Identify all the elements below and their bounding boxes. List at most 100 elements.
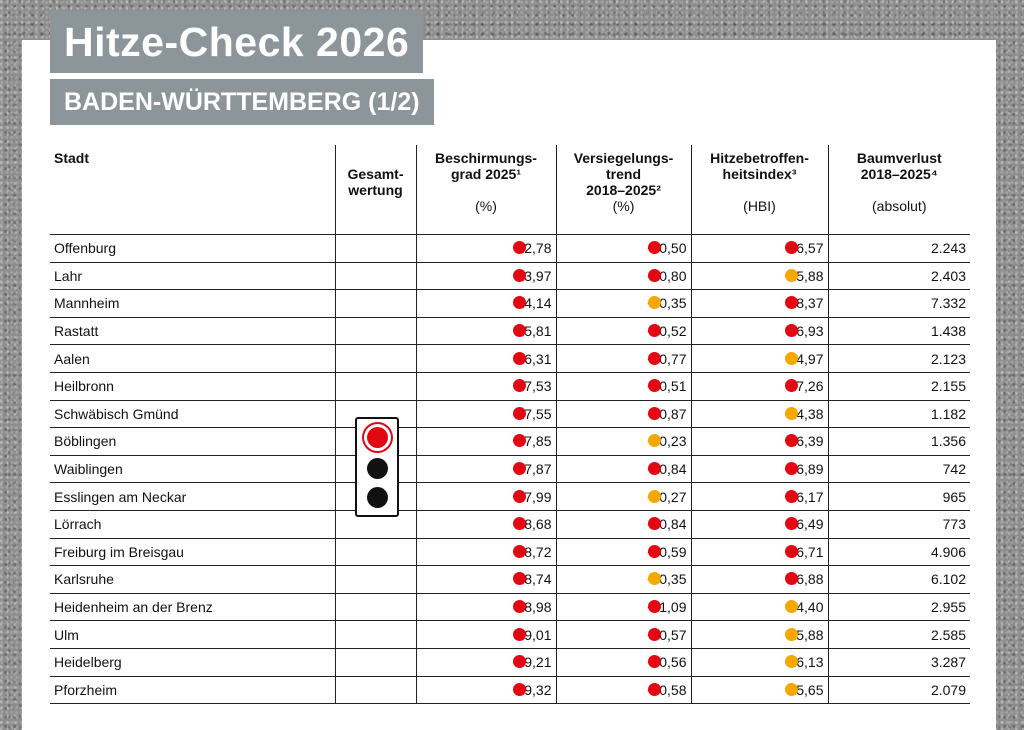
baumverlust-cell-value: 1.438 xyxy=(930,323,966,340)
baumverlust-cell-value: 2.403 xyxy=(930,267,966,284)
beschirmungsgrad-cell: 17,55 xyxy=(415,400,556,429)
gesamtwertung-cell xyxy=(334,538,416,567)
hbi-cell: 14,40 xyxy=(690,593,828,622)
rating-dot-icon xyxy=(647,324,661,338)
header-versiegelungstrend: Versiegelungs- trend 2018–2025² (%) xyxy=(555,145,691,235)
baumverlust-cell-value: 1.356 xyxy=(930,433,966,450)
traffic-light-red-icon xyxy=(367,427,388,448)
rating-dot-icon xyxy=(784,379,798,393)
city-name: Schwäbisch Gmünd xyxy=(50,400,335,429)
baumverlust-cell: 773 xyxy=(827,510,970,539)
gesamtwertung-cell xyxy=(334,620,416,649)
rating-dot-icon xyxy=(647,627,661,641)
versiegelungstrend-cell: + 0,35 xyxy=(555,565,691,594)
page-subtitle: BADEN-WÜRTTEMBERG (1/2) xyxy=(50,79,434,125)
header-gesamtwertung-label: Gesamt- wertung xyxy=(347,166,404,198)
versiegelungstrend-cell: + 0,87 xyxy=(555,400,691,429)
city-name: Heidenheim an der Brenz xyxy=(50,593,335,622)
rating-dot-icon xyxy=(512,655,526,669)
rating-dot-icon xyxy=(647,600,661,614)
header-hitzebetroffenheitsindex-label: Hitzebetroffen- heitsindex³ xyxy=(710,150,809,182)
header-stadt: Stadt xyxy=(50,145,335,235)
baumverlust-cell: 3.287 xyxy=(827,648,970,677)
versiegelungstrend-cell: + 0,35 xyxy=(555,289,691,318)
city-name-value: Pforzheim xyxy=(54,681,118,698)
gesamtwertung-cell xyxy=(334,676,416,705)
baumverlust-cell: 4.906 xyxy=(827,538,970,567)
hbi-cell: 16,88 xyxy=(690,565,828,594)
header-beschirmungsgrad-label: Beschirmungs- grad 2025¹ xyxy=(435,150,537,182)
hbi-cell: 16,49 xyxy=(690,510,828,539)
hbi-cell: 16,39 xyxy=(690,427,828,456)
city-name: Lahr xyxy=(50,262,335,291)
header-baumverlust: Baumverlust 2018–2025⁴ (absolut) xyxy=(827,145,970,235)
baumverlust-cell-value: 2.155 xyxy=(930,378,966,395)
gesamtwertung-cell xyxy=(334,648,416,677)
rating-dot-icon xyxy=(512,268,526,282)
beschirmungsgrad-cell: 17,85 xyxy=(415,427,556,456)
header-baumverlust-label: Baumverlust 2018–2025⁴ xyxy=(856,150,942,182)
city-name: Ulm xyxy=(50,620,335,649)
city-name: Karlsruhe xyxy=(50,565,335,594)
rating-dot-icon xyxy=(784,517,798,531)
versiegelungstrend-cell: + 0,58 xyxy=(555,676,691,705)
rating-dot-icon xyxy=(784,406,798,420)
beschirmungsgrad-cell: 18,74 xyxy=(415,565,556,594)
city-name-value: Esslingen am Neckar xyxy=(54,488,187,505)
city-name: Waiblingen xyxy=(50,455,335,484)
baumverlust-cell: 1.356 xyxy=(827,427,970,456)
city-name-value: Lahr xyxy=(54,267,83,284)
table-row: Freiburg im Breisgau 18,72 + 0,59 16,71 4.90… xyxy=(50,538,970,567)
beschirmungsgrad-cell: 15,81 xyxy=(415,317,556,346)
hbi-cell: 17,26 xyxy=(690,372,828,401)
city-name-value: Offenburg xyxy=(54,240,117,257)
header-hitzebetroffenheitsindex-unit: (HBI) xyxy=(743,198,776,214)
table-header-row: Stadt Gesamt- wertung Beschirmungs- grad… xyxy=(50,145,970,235)
baumverlust-cell-value: 7.332 xyxy=(930,295,966,312)
header-baumverlust-unit: (absolut) xyxy=(872,198,927,214)
page-title: Hitze-Check 2026 xyxy=(50,11,424,73)
baumverlust-cell: 7.332 xyxy=(827,289,970,318)
city-name-value: Karlsruhe xyxy=(54,571,114,588)
baumverlust-cell-value: 742 xyxy=(942,461,966,478)
city-name-value: Waiblingen xyxy=(54,461,123,478)
city-name-value: Böblingen xyxy=(54,433,117,450)
rating-dot-icon xyxy=(512,406,526,420)
city-name: Esslingen am Neckar xyxy=(50,482,335,511)
rating-dot-icon xyxy=(784,489,798,503)
rating-dot-icon xyxy=(784,462,798,476)
hbi-cell: 14,97 xyxy=(690,344,828,373)
beschirmungsgrad-cell: 17,99 xyxy=(415,482,556,511)
versiegelungstrend-cell: + 0,52 xyxy=(555,317,691,346)
city-name: Böblingen xyxy=(50,427,335,456)
city-name: Heilbronn xyxy=(50,372,335,401)
beschirmungsgrad-cell: 13,97 xyxy=(415,262,556,291)
city-name: Pforzheim xyxy=(50,676,335,705)
rating-dot-icon xyxy=(512,627,526,641)
baumverlust-cell: 2.585 xyxy=(827,620,970,649)
gesamtwertung-cell xyxy=(334,289,416,318)
beschirmungsgrad-cell: 14,14 xyxy=(415,289,556,318)
gesamtwertung-cell xyxy=(334,372,416,401)
baumverlust-cell: 1.182 xyxy=(827,400,970,429)
rating-dot-icon xyxy=(784,655,798,669)
rating-dot-icon xyxy=(647,682,661,696)
baumverlust-cell: 6.102 xyxy=(827,565,970,594)
header-beschirmungsgrad: Beschirmungs- grad 2025¹ (%) xyxy=(415,145,556,235)
hbi-cell: 16,89 xyxy=(690,455,828,484)
beschirmungsgrad-cell: 18,72 xyxy=(415,538,556,567)
rating-dot-icon xyxy=(647,241,661,255)
hbi-cell: 18,37 xyxy=(690,289,828,318)
table-row: Lahr 13,97 + 0,80 15,88 2.403 xyxy=(50,262,970,291)
rating-dot-icon xyxy=(784,296,798,310)
baumverlust-cell-value: 2.123 xyxy=(930,350,966,367)
rating-dot-icon xyxy=(512,379,526,393)
rating-dot-icon xyxy=(512,682,526,696)
baumverlust-cell-value: 965 xyxy=(942,488,966,505)
rating-dot-icon xyxy=(647,572,661,586)
table-row: Esslingen am Neckar 17,99 + 0,27 16,17 965 xyxy=(50,482,970,511)
header-stadt-label: Stadt xyxy=(54,150,89,166)
city-name-value: Heilbronn xyxy=(54,378,114,395)
rating-dot-icon xyxy=(784,351,798,365)
baumverlust-cell-value: 2.243 xyxy=(930,240,966,257)
